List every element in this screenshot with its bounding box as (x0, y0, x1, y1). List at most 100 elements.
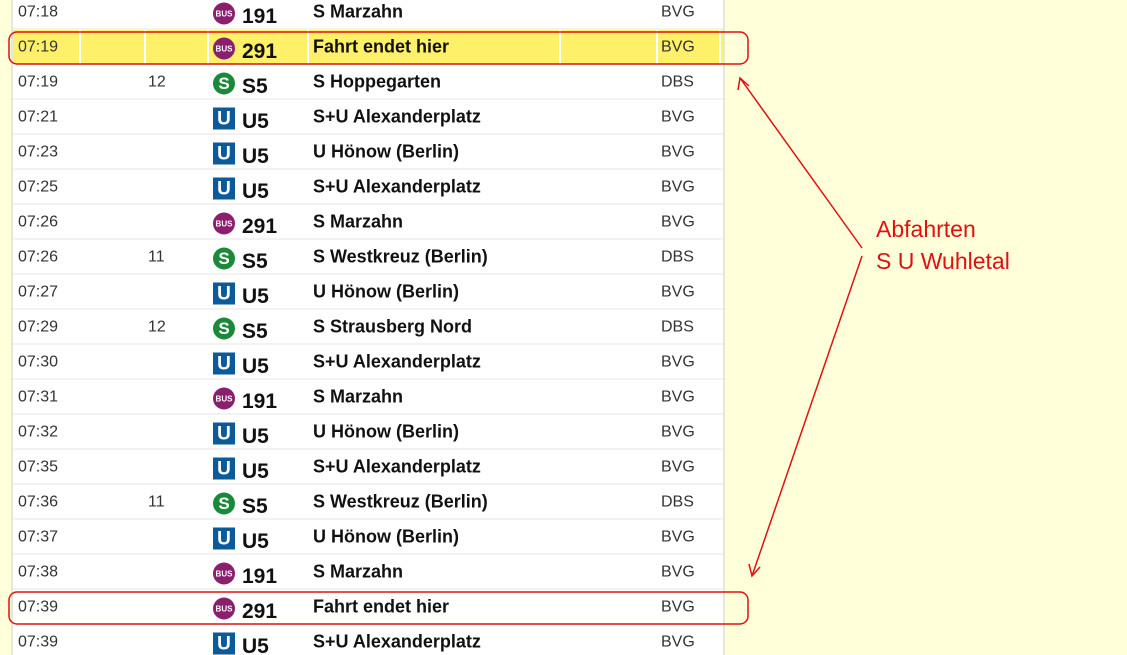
u-icon (213, 177, 235, 200)
time: 07:19 (18, 39, 58, 56)
line-number: U5 (242, 355, 269, 378)
time: 07:31 (18, 389, 58, 406)
u-icon (213, 282, 235, 305)
s-icon (213, 247, 235, 270)
destination: S+U Alexanderplatz (313, 176, 481, 196)
time: 07:23 (18, 144, 58, 161)
line-number: 291 (242, 600, 277, 623)
time: 07:39 (18, 599, 58, 616)
operator: BVG (661, 354, 695, 371)
line-number: S5 (242, 320, 268, 343)
line-number: U5 (242, 145, 269, 168)
time: 07:29 (18, 319, 58, 336)
operator: BVG (661, 529, 695, 546)
destination: S Marzahn (313, 561, 403, 581)
destination: S Hoppegarten (313, 71, 441, 91)
destination: U Hönow (Berlin) (313, 281, 459, 301)
line-number: U5 (242, 110, 269, 133)
u-icon (213, 457, 235, 480)
marker-box (8, 591, 749, 625)
line-number: U5 (242, 425, 269, 448)
destination: S Strausberg Nord (313, 316, 472, 336)
u-icon (213, 632, 235, 655)
icon-label: U (217, 459, 231, 480)
operator: BVG (661, 144, 695, 161)
line-number: 291 (242, 40, 277, 63)
line-number: U5 (242, 530, 269, 553)
operator: BVG (661, 39, 695, 56)
time: 07:37 (18, 529, 58, 546)
time: 07:21 (18, 109, 58, 126)
destination: S+U Alexanderplatz (313, 106, 481, 126)
icon-label: BUS (216, 220, 234, 229)
u-icon (213, 107, 235, 130)
destination: S Westkreuz (Berlin) (313, 246, 488, 266)
icon-label: U (217, 144, 231, 165)
operator: DBS (661, 494, 694, 511)
time: 07:38 (18, 564, 58, 581)
annotation-text: S U Wuhletal (876, 248, 1010, 274)
operator: BVG (661, 459, 695, 476)
destination: U Hönow (Berlin) (313, 526, 459, 546)
operator: DBS (661, 74, 694, 91)
table (11, 0, 725, 655)
u-icon (213, 142, 235, 165)
destination: S+U Alexanderplatz (313, 351, 481, 371)
operator: BVG (661, 424, 695, 441)
icon-label: U (217, 179, 231, 200)
operator: DBS (661, 319, 694, 336)
destination: Fahrt endet hier (313, 36, 449, 56)
time: 07:26 (18, 214, 58, 231)
time: 07:19 (18, 74, 58, 91)
arrow (739, 77, 863, 249)
operator: BVG (661, 284, 695, 301)
row-highlight (13, 30, 723, 64)
time: 07:25 (18, 179, 58, 196)
operator: BVG (661, 214, 695, 231)
bus-icon (213, 387, 235, 410)
operator: DBS (661, 249, 694, 266)
destination: S+U Alexanderplatz (313, 631, 481, 651)
platform: 12 (148, 74, 166, 91)
u-icon (213, 527, 235, 550)
line-number: U5 (242, 460, 269, 483)
line-number: 191 (242, 565, 277, 588)
operator: BVG (661, 564, 695, 581)
operator: BVG (661, 634, 695, 651)
operator: BVG (661, 599, 695, 616)
u-icon (213, 352, 235, 375)
line-number: U5 (242, 180, 269, 203)
line-number: 191 (242, 390, 277, 413)
s-icon (213, 317, 235, 340)
platform: 11 (148, 249, 165, 266)
platform: 12 (148, 319, 166, 336)
rows: 07:18 BUS 191 S Marzahn BVG 07:19 BUS 291 Fahrt … (8, 1, 749, 655)
line-number: U5 (242, 285, 269, 308)
icon-label: BUS (216, 605, 234, 614)
operator: BVG (661, 179, 695, 196)
line-number: S5 (242, 495, 268, 518)
line-number: U5 (242, 635, 269, 655)
platform: 11 (148, 494, 165, 511)
icon-label: U (217, 109, 231, 130)
icon-label: U (217, 529, 231, 550)
destination: U Hönow (Berlin) (313, 421, 459, 441)
time: 07:39 (18, 634, 58, 651)
icon-label: U (217, 634, 231, 655)
line-number: 191 (242, 5, 277, 28)
time: 07:35 (18, 459, 58, 476)
destination: S Marzahn (313, 211, 403, 231)
bus-icon (213, 2, 235, 25)
bus-icon (213, 597, 235, 620)
icon-label: U (217, 354, 231, 375)
icon-label: BUS (216, 45, 234, 54)
s-icon (213, 72, 235, 95)
icon-label: S (218, 494, 229, 513)
icon-label: S (218, 249, 229, 268)
destination: Fahrt endet hier (313, 596, 449, 616)
arrow (751, 255, 863, 577)
bus-icon (213, 212, 235, 235)
bus-icon (213, 37, 235, 60)
time: 07:32 (18, 424, 58, 441)
